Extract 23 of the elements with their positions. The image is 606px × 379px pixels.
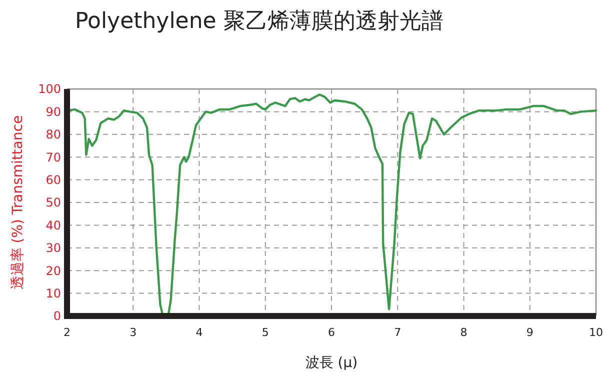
chart-title: Polyethylene 聚乙烯薄膜的透射光譜 — [75, 9, 444, 34]
x-axis-title: 波長 (μ) — [305, 355, 358, 371]
x-tick-label: 10 — [589, 326, 603, 339]
x-tick-label: 9 — [526, 326, 534, 339]
y-tick-label: 10 — [46, 286, 61, 300]
y-tick-label: 40 — [46, 218, 61, 232]
x-tick-label: 5 — [262, 326, 269, 339]
y-tick-label: 50 — [46, 196, 61, 210]
y-tick-label: 100 — [38, 82, 61, 96]
y-tick-label: 70 — [46, 150, 61, 164]
x-tick-label: 6 — [328, 326, 335, 339]
y-tick-label: 20 — [46, 264, 61, 278]
x-tick-label: 3 — [130, 326, 137, 339]
x-tick-label: 7 — [394, 326, 402, 339]
y-tick-label: 0 — [53, 309, 61, 324]
y-axis-title: 透過率 (%) Transmittance — [10, 115, 26, 290]
x-tick-label: 2 — [64, 326, 70, 339]
y-tick-label: 30 — [46, 241, 61, 256]
y-tick-label: 60 — [46, 173, 61, 187]
y-tick-label: 90 — [46, 104, 61, 119]
y-tick-label: 80 — [46, 128, 61, 142]
x-tick-label: 8 — [460, 326, 468, 339]
x-tick-label: 4 — [196, 326, 203, 339]
